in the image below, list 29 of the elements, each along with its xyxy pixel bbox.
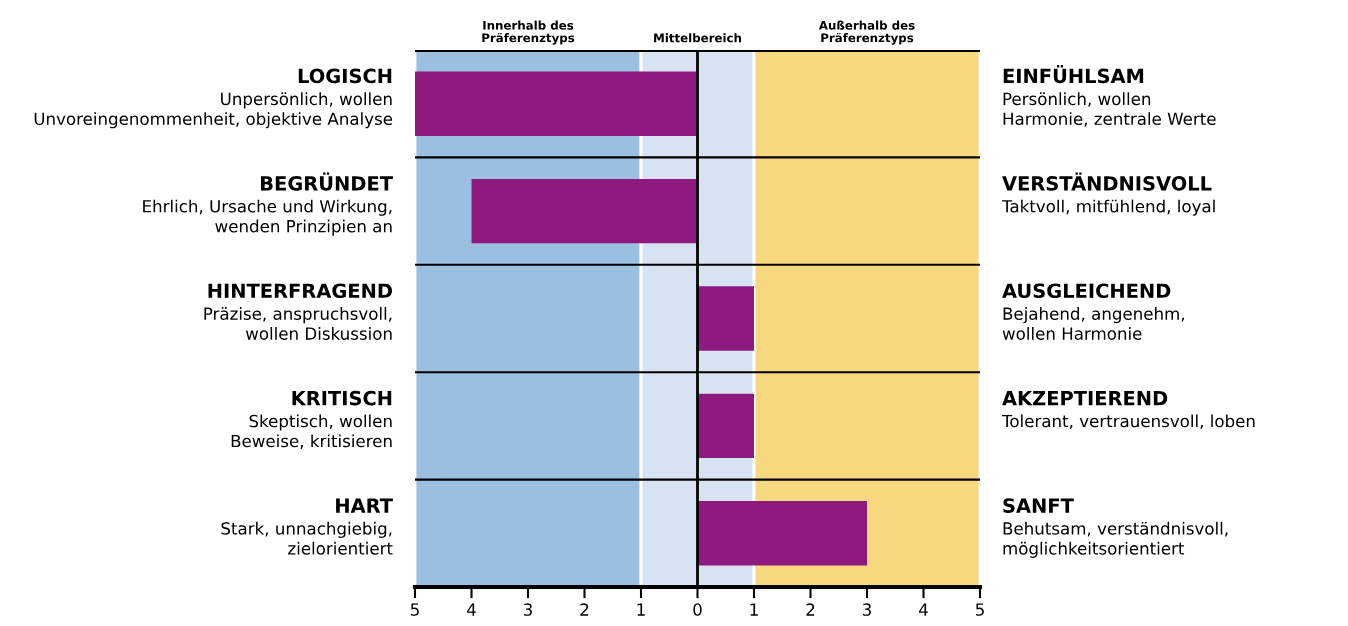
bar [697, 501, 867, 566]
y-tick-label: BEGRÜNDET Ehrlich, Ursache und Wirkung, wenden Prinzipien an [143, 172, 393, 236]
x-tick-label: 4 [467, 603, 476, 616]
x-tick-label: 3 [523, 603, 532, 616]
x-tick-label: 3 [862, 603, 871, 616]
x-tick-label: 0 [693, 603, 702, 616]
y-tick-label: HART Stark, unnachgiebig, zielorientiert [221, 498, 393, 555]
x-tick-label: 1 [750, 603, 758, 616]
text: VERSTÄNDNISVOLL Taktvoll, mitfühlend, loyal [1001, 172, 1215, 216]
y-tick-label: KRITISCH Skeptisch, wollen Beweise, kritisieren [231, 390, 392, 449]
bar [415, 71, 698, 136]
x-tick-label: 4 [919, 603, 928, 616]
y-tick-label: LOGISCH Unpersönlich, wollen Unvoreingenommenheit, objektive Analyse [34, 68, 393, 129]
bar [471, 178, 698, 244]
text: EINFÜHLSAM Persönlich, wollen Harmonie, zentrale Werte [1003, 65, 1216, 127]
text: SANFT Behutsam, verständnisvoll, möglichkeitsorientiert [1003, 498, 1228, 558]
x-tick-label: 2 [806, 603, 815, 616]
text: AUSGLEICHEND Bejahend, angenehm, wollen Harmonie [1002, 283, 1184, 340]
band-label: Außerhalb des Präferenztyps [818, 20, 915, 45]
bar [697, 286, 754, 351]
y-tick-label: HINTERFRAGEND Präzise, anspruchsvoll, wollen Diskussion [204, 283, 392, 340]
text: AKZEPTIEREND Tolerant, vertrauensvoll, loben [1001, 391, 1255, 430]
band-label: Mittelbereich [654, 33, 742, 43]
x-tick-label: 5 [410, 603, 419, 616]
x-tick-label: 2 [580, 603, 589, 616]
bar [697, 393, 754, 459]
x-tick-label: 1 [637, 603, 645, 616]
x-tick-label: 5 [975, 603, 984, 616]
band-label: Innerhalb des Präferenztyps [482, 20, 575, 45]
